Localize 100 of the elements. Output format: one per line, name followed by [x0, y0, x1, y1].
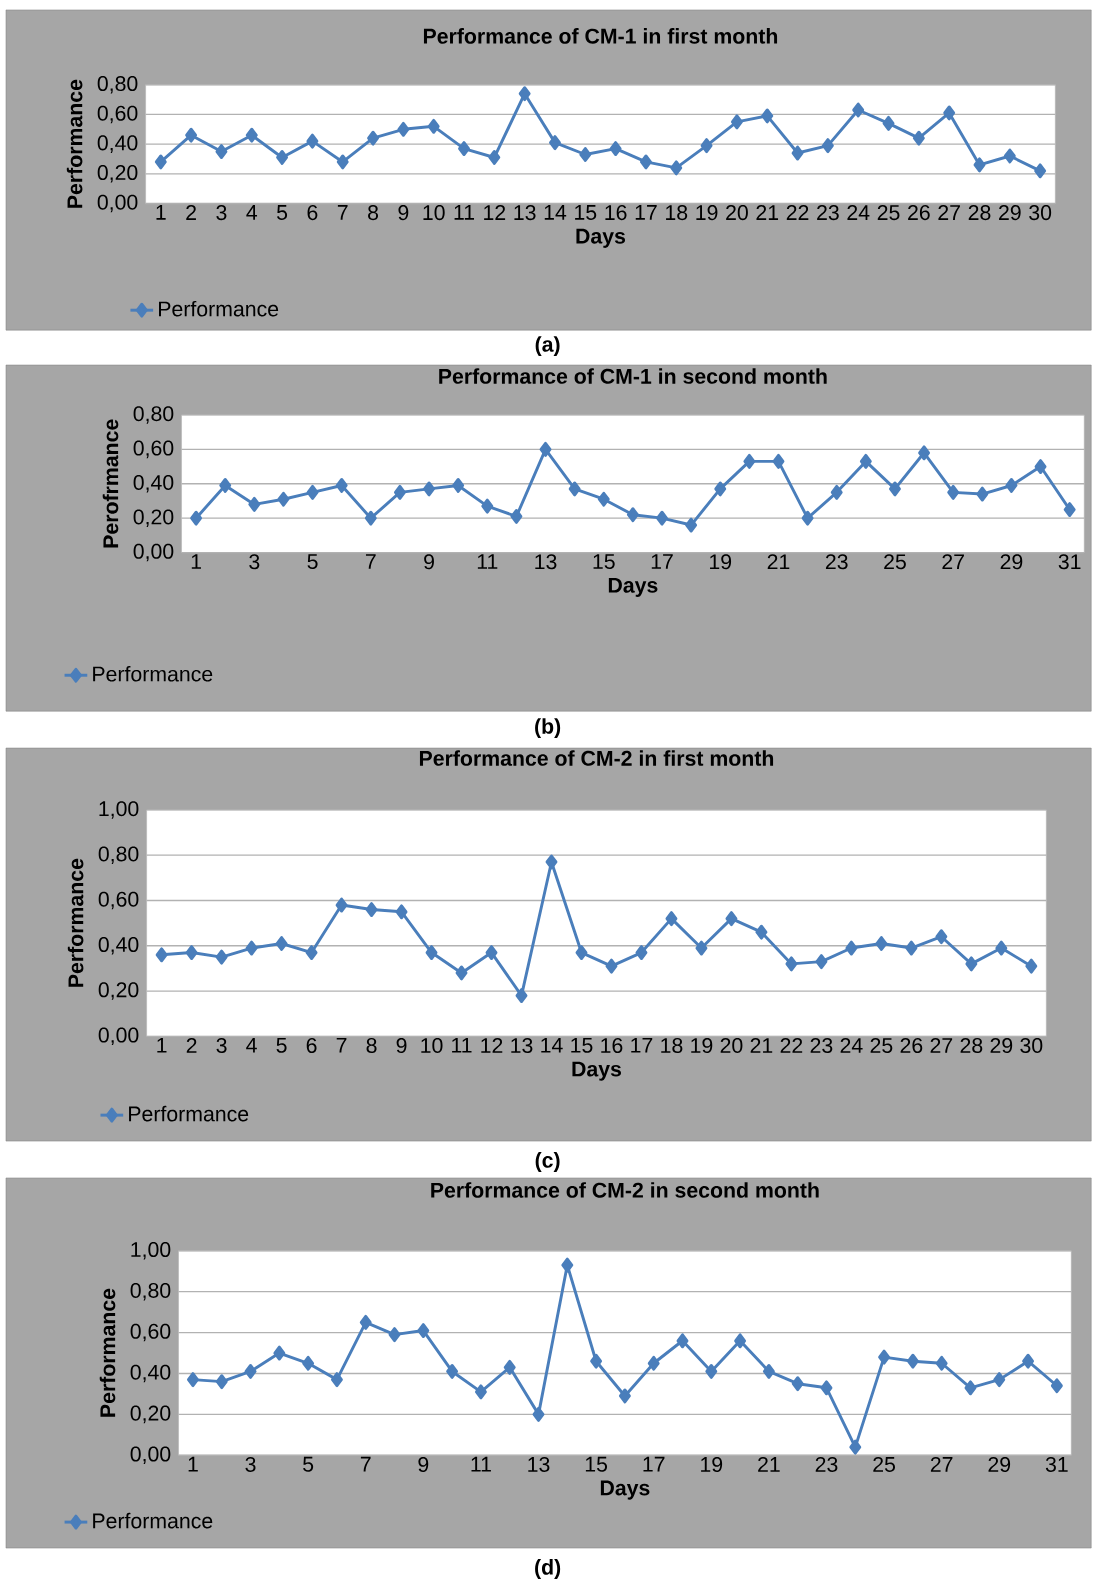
x-tick-label: 10	[423, 205, 445, 221]
x-tick-label: 27	[938, 205, 960, 220]
x-tick-label: 15	[593, 554, 615, 570]
x-tick-label: 3	[216, 205, 227, 221]
x-tick-label: 13	[514, 205, 536, 221]
point	[635, 945, 648, 961]
x-tick-label: 11	[452, 1037, 472, 1053]
point	[579, 147, 592, 162]
text: (d)	[534, 1559, 561, 1579]
point	[918, 445, 930, 461]
x-tick-label: 17	[643, 1456, 665, 1472]
point	[605, 958, 618, 974]
y-tick-label: 0,60	[98, 891, 139, 910]
y-tick-label: 0,80	[133, 406, 174, 424]
x-tick-label: 4	[246, 205, 257, 220]
point	[425, 945, 438, 961]
x-tick-label: 4	[246, 1037, 257, 1053]
point	[852, 102, 865, 118]
x-tick-label: 9	[424, 554, 434, 570]
x-tick-label: 3	[245, 1456, 256, 1472]
point	[755, 924, 768, 940]
x-tick-label: 9	[398, 205, 409, 221]
point	[518, 86, 531, 102]
chart-title: Performance of CM-1 in second month	[439, 368, 827, 384]
y-tick-label: 1,00	[131, 1242, 171, 1260]
y-tick-label: 0,60	[133, 440, 174, 459]
point	[912, 130, 925, 146]
y-tick-label: 0,60	[97, 105, 138, 124]
point	[452, 478, 465, 493]
x-tick-label: 27	[942, 554, 964, 570]
x-tick-label: 18	[665, 205, 688, 221]
x-tick-label: 23	[825, 554, 848, 570]
point	[743, 453, 756, 469]
point	[388, 1327, 401, 1343]
point	[305, 945, 318, 961]
x-tick-label: 26	[907, 205, 930, 221]
point	[186, 1372, 199, 1388]
x-tick-label: 7	[360, 1456, 371, 1472]
y-tick-label: 0,80	[130, 1282, 171, 1301]
point	[515, 988, 528, 1004]
legend-label: Performance	[93, 1512, 213, 1529]
point	[830, 484, 843, 500]
point	[359, 1314, 372, 1330]
x-tick-label: 13	[535, 554, 557, 570]
x-tick-label: 1	[157, 1037, 167, 1053]
point	[446, 1363, 458, 1379]
point	[772, 453, 785, 469]
point	[626, 507, 639, 523]
point	[734, 1333, 746, 1349]
y-tick-label: 0,80	[98, 846, 139, 864]
point	[485, 945, 498, 961]
x-tick-label: 23	[815, 1456, 838, 1472]
x-tick-label: 29	[990, 1037, 1013, 1053]
point	[976, 486, 989, 502]
point	[820, 1380, 833, 1396]
y-tick-label: 0,00	[133, 543, 174, 562]
point	[935, 929, 948, 945]
x-tick-label: 5	[307, 554, 318, 570]
x-tick-label: 23	[810, 1037, 833, 1053]
point	[762, 1363, 775, 1379]
point	[548, 135, 561, 151]
x-tick-label: 31	[1045, 1456, 1068, 1472]
point	[1063, 502, 1076, 518]
point	[245, 127, 258, 143]
x-tick-label: 5	[276, 205, 287, 220]
point	[393, 484, 406, 500]
point	[714, 481, 727, 497]
point	[154, 154, 167, 170]
point	[705, 1363, 718, 1379]
y-tick-label: 0,60	[130, 1323, 171, 1342]
point	[597, 491, 610, 507]
x-tick-label: 19	[696, 205, 718, 221]
x-tick-label: 28	[968, 205, 991, 221]
point	[306, 133, 319, 149]
point	[474, 1384, 487, 1400]
x-tick-label: 2	[186, 1037, 197, 1053]
y-tick-label: 0,20	[133, 509, 174, 527]
x-tick-label: 20	[720, 1037, 743, 1053]
point	[219, 478, 232, 493]
x-tick-label: 8	[366, 1037, 377, 1053]
point	[335, 478, 348, 493]
x-tick-label: 16	[601, 1037, 623, 1053]
point	[275, 936, 288, 951]
point	[215, 1374, 228, 1390]
point	[695, 940, 708, 956]
point	[510, 508, 523, 524]
point	[730, 114, 743, 130]
y-axis-title: Performance	[66, 79, 83, 208]
point	[330, 1372, 343, 1388]
point	[943, 105, 956, 121]
x-tick-label: 17	[631, 1037, 653, 1053]
point	[995, 940, 1008, 956]
point	[532, 1406, 545, 1422]
point	[155, 947, 168, 963]
point	[248, 496, 261, 512]
y-tick-label: 0,20	[130, 1405, 171, 1424]
x-tick-label: 21	[756, 205, 778, 220]
point	[575, 945, 588, 961]
x-tick-label: 30	[1020, 1037, 1043, 1053]
point	[395, 904, 408, 920]
